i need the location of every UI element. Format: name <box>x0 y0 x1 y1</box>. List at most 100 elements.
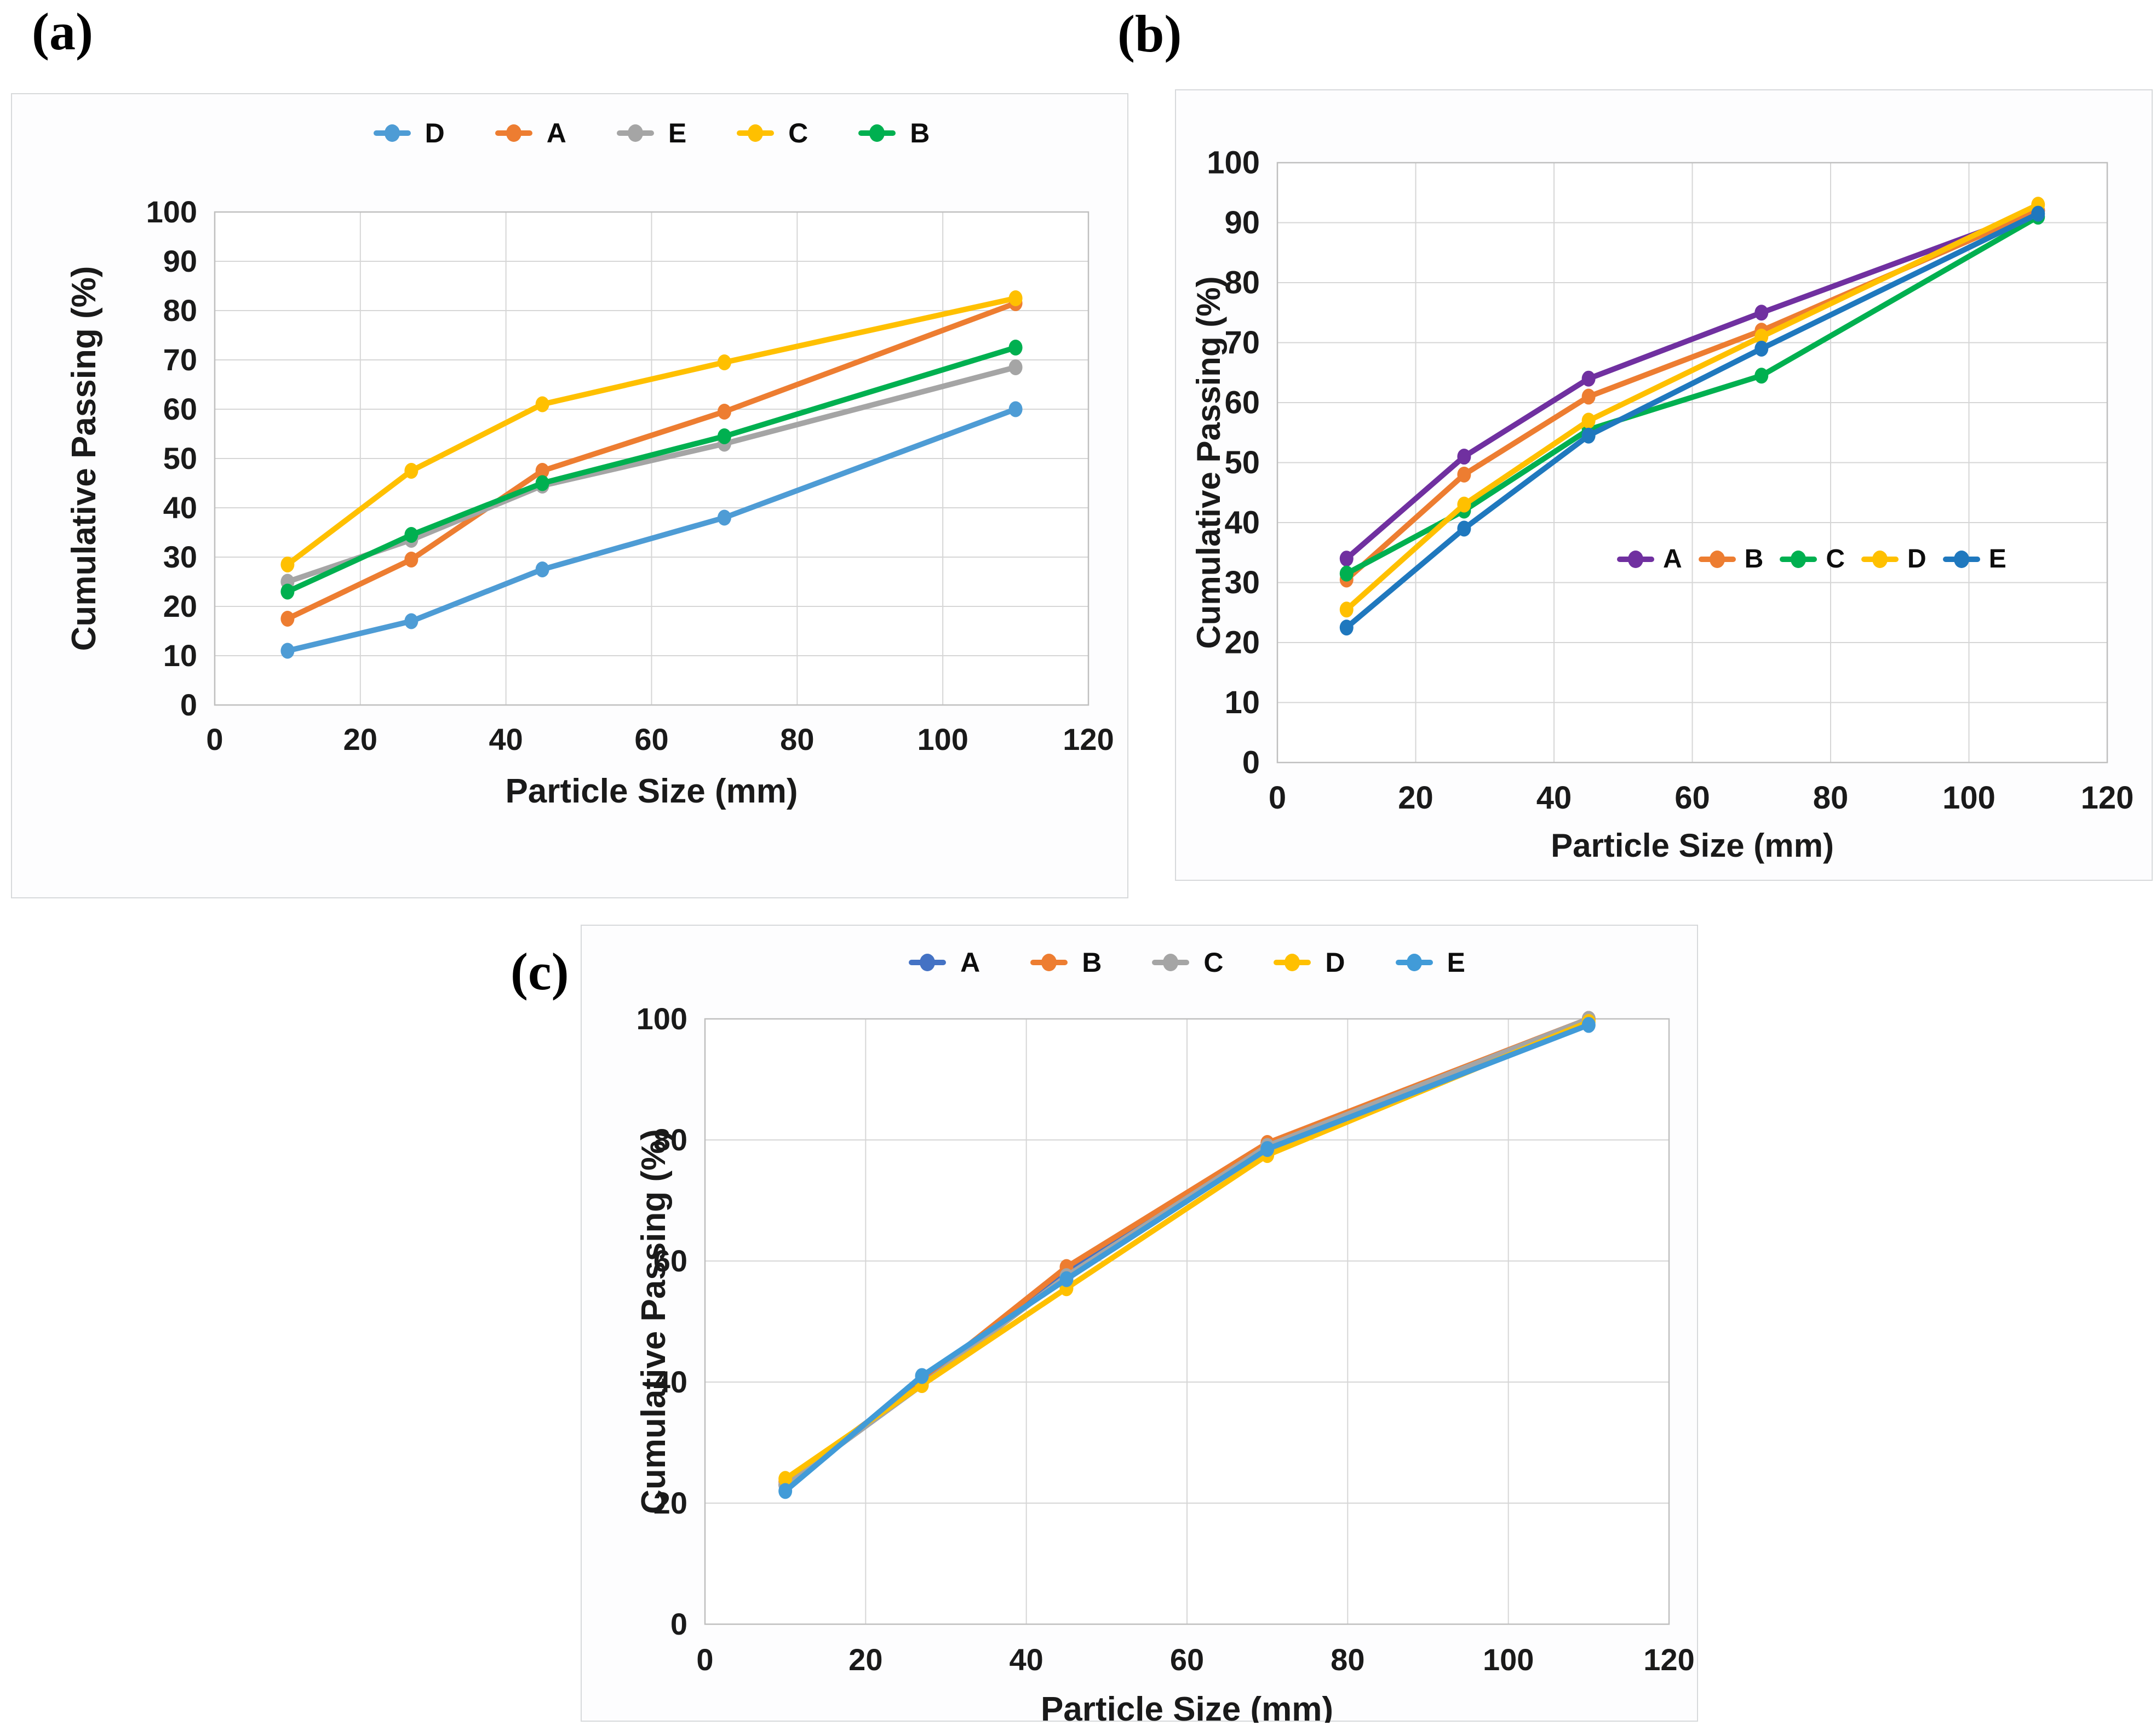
legend-item-c-C: C <box>1152 947 1223 978</box>
legend-item-a-C: C <box>737 117 808 149</box>
legend-item-c-D: D <box>1274 947 1345 978</box>
legend-label-a-D: D <box>425 118 445 148</box>
x-tick-label-c-80: 80 <box>1331 1642 1364 1677</box>
legend-marker-icon <box>920 954 936 971</box>
legend-b: A B C D E <box>1617 544 2006 574</box>
y-tick-label-c-20: 20 <box>653 1486 687 1520</box>
legend-label-c-E: E <box>1447 947 1465 978</box>
legend-marker-icon <box>1163 954 1179 971</box>
y-axis-title-b: Cumulative Passing (%) <box>1190 276 1227 649</box>
legend-marker-icon <box>1709 550 1725 568</box>
x-tick-label-b-20: 20 <box>1398 780 1433 816</box>
data-point-a-B-x110 <box>1008 340 1023 356</box>
y-tick-label-c-80: 80 <box>653 1122 687 1157</box>
data-point-a-C-x27 <box>404 463 418 479</box>
legend-item-b-C: C <box>1780 544 1845 574</box>
legend-label-a-E: E <box>668 118 687 148</box>
legend-marker-icon <box>869 124 885 142</box>
data-point-c-E-x27 <box>915 1368 929 1384</box>
data-point-b-C-x70 <box>1754 368 1769 384</box>
data-point-b-A-x70 <box>1754 305 1769 321</box>
panel-a-label: (a) <box>32 2 93 61</box>
y-axis-title-a: Cumulative Passing (%) <box>65 266 103 651</box>
panel-chart-c: 0 20 40 60 80 100 0 20 40 60 80 100 120 Particle Size… <box>581 925 1698 1728</box>
legend-swatch-icon <box>1698 550 1736 568</box>
legend-marker-icon <box>1041 954 1057 971</box>
y-tick-label-a-100: 100 <box>146 194 197 229</box>
x-axis-title-c: Particle Size (mm) <box>1041 1690 1333 1723</box>
chart-a-canvas: 0 10 20 30 40 50 60 70 80 90 100 0 20 40 60 80 100 120 Par… <box>65 194 1114 810</box>
legend-swatch-icon <box>737 124 775 142</box>
data-point-a-C-x70 <box>717 354 731 370</box>
data-point-b-E-x70 <box>1754 340 1769 357</box>
plot-border <box>214 211 1090 706</box>
legend-label-b-E: E <box>1988 544 2006 574</box>
data-point-a-E-x110 <box>1008 359 1023 375</box>
x-tick-label-a-100: 100 <box>917 722 968 756</box>
x-tick-label-c-60: 60 <box>1170 1642 1204 1677</box>
legend-label-b-D: D <box>1907 544 1926 574</box>
data-point-b-D-x45 <box>1581 412 1596 429</box>
y-tick-label-b-90: 90 <box>1224 205 1260 240</box>
y-tick-label-a-70: 70 <box>163 342 197 377</box>
legend-item-c-E: E <box>1395 947 1465 978</box>
x-tick-label-a-0: 0 <box>206 722 223 756</box>
data-point-a-C-x10 <box>280 557 295 572</box>
legend-item-c-A: A <box>909 947 980 978</box>
data-point-b-C-x10 <box>1339 565 1354 582</box>
legend-marker-icon <box>627 124 643 142</box>
legend-item-a-E: E <box>616 117 687 149</box>
data-point-b-D-x27 <box>1457 496 1471 513</box>
chart-a: 0 10 20 30 40 50 60 70 80 90 100 0 20 40 60 80 100 120 Par… <box>12 94 1127 897</box>
legend-label-c-C: C <box>1203 947 1224 978</box>
y-tick-label-c-100: 100 <box>637 1001 687 1036</box>
legend-label-a-B: B <box>910 118 930 148</box>
data-point-c-E-x70 <box>1260 1141 1275 1157</box>
legend-item-c-B: B <box>1030 947 1102 978</box>
chart-b-canvas: 0 10 20 30 40 50 60 70 80 90 100 0 20 40 60 80 100 120 Par… <box>1190 145 2134 864</box>
legend-marker-icon <box>506 124 521 142</box>
data-point-b-A-x10 <box>1339 551 1354 567</box>
y-tick-label-b-10: 10 <box>1224 685 1260 720</box>
legend-marker-icon <box>1406 954 1422 971</box>
legend-marker-icon <box>748 124 764 142</box>
legend-label-c-D: D <box>1325 947 1345 978</box>
x-tick-label-b-60: 60 <box>1675 780 1710 816</box>
legend-marker-icon <box>1628 550 1643 568</box>
legend-swatch-icon <box>909 954 947 971</box>
panel-b-label: (b) <box>1117 4 1182 63</box>
x-tick-label-c-120: 120 <box>1643 1642 1694 1677</box>
y-tick-label-b-100: 100 <box>1207 145 1260 181</box>
x-axis-title-b: Particle Size (mm) <box>1551 827 1834 864</box>
y-tick-label-b-30: 30 <box>1224 565 1260 600</box>
y-axis-title-c: Cumulative Passing (%) <box>635 1129 673 1514</box>
legend-swatch-icon <box>1395 954 1433 971</box>
x-tick-label-c-100: 100 <box>1483 1642 1534 1677</box>
data-point-b-E-x27 <box>1457 520 1471 537</box>
legend-item-a-A: A <box>495 117 566 149</box>
y-tick-label-a-30: 30 <box>163 540 197 574</box>
legend-swatch-icon <box>1942 550 1980 568</box>
legend-item-a-B: B <box>858 117 930 149</box>
legend-item-b-B: B <box>1698 544 1764 574</box>
plot-border <box>1276 162 2108 764</box>
legend-label-a-C: C <box>788 118 808 148</box>
data-point-a-D-x45 <box>535 561 549 577</box>
y-tick-label-b-80: 80 <box>1224 265 1260 301</box>
y-tick-label-b-50: 50 <box>1224 445 1260 480</box>
legend-swatch-icon <box>858 124 896 142</box>
plot-border <box>704 1018 1670 1625</box>
y-tick-label-c-60: 60 <box>653 1243 687 1278</box>
y-tick-label-b-20: 20 <box>1224 625 1260 661</box>
legend-swatch-icon <box>373 124 411 142</box>
x-tick-label-b-100: 100 <box>1942 780 1996 816</box>
legend-label-c-B: B <box>1082 947 1102 978</box>
x-tick-label-a-40: 40 <box>489 722 523 756</box>
legend-label-b-B: B <box>1744 544 1764 574</box>
x-tick-label-c-0: 0 <box>696 1642 713 1677</box>
y-tick-label-a-40: 40 <box>163 490 197 525</box>
data-point-b-E-x110 <box>2031 205 2045 222</box>
x-axis-title-a: Particle Size (mm) <box>505 772 798 810</box>
legend-item-b-D: D <box>1861 544 1926 574</box>
